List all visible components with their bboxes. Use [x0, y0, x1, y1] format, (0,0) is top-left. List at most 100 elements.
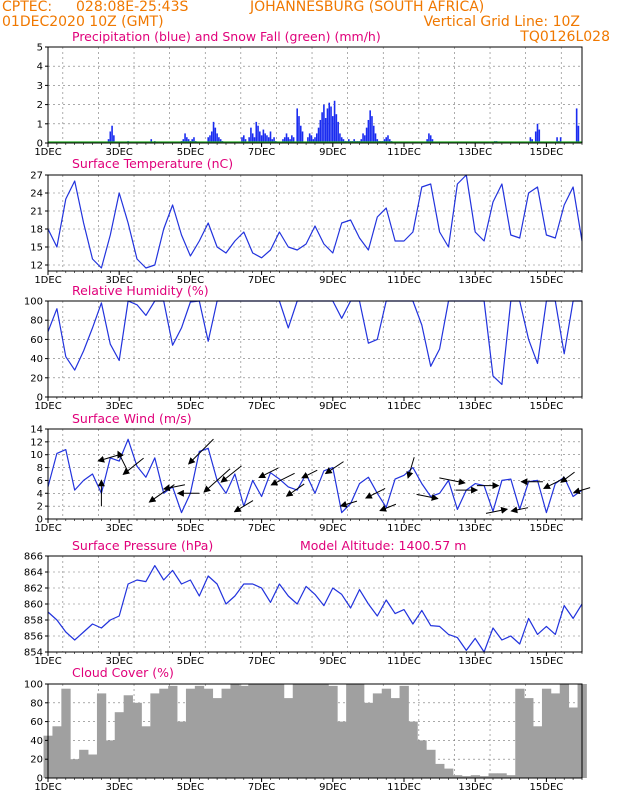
cloud-bar: [79, 749, 89, 778]
cloud-bar: [559, 684, 570, 778]
y-tick-label: 1: [37, 119, 43, 130]
precip-bar: [534, 131, 537, 143]
precip-bar: [113, 135, 115, 143]
precip-bar: [365, 127, 368, 143]
y-tick-label: 866: [24, 552, 43, 563]
precip-bar: [269, 131, 272, 143]
x-tick-label: 1DEC: [34, 523, 61, 534]
precip-bar: [262, 129, 265, 143]
precip-bar: [241, 137, 243, 143]
y-tick-label: 4: [37, 489, 43, 500]
wind-arrow: [233, 500, 254, 513]
y-tick-label: 858: [24, 616, 43, 627]
y-tick-label: 0: [37, 774, 43, 785]
precip-bar: [321, 112, 323, 143]
x-tick-label: 7DEC: [248, 275, 275, 286]
cloud-bar: [141, 726, 151, 778]
precip-bar: [243, 135, 245, 143]
cloud-bar: [52, 726, 62, 778]
x-tick-label: 13DEC: [458, 275, 492, 286]
panel-pressure: Surface Pressure (hPa) Model Altitude: 14…: [24, 538, 583, 667]
precip-bar: [362, 133, 364, 143]
precip-bar: [283, 137, 286, 143]
precip-bar: [250, 127, 252, 143]
precip-bar: [301, 131, 304, 143]
x-tick-label: 9DEC: [319, 147, 346, 158]
wind-arrow: [270, 472, 295, 486]
cloud-bar: [159, 688, 169, 778]
precip-bar: [298, 116, 300, 143]
x-tick-label: 11DEC: [387, 147, 421, 158]
precip-bar: [182, 139, 185, 143]
precip-bar: [577, 125, 580, 143]
precip-bar: [273, 137, 275, 143]
cloud-bar: [185, 688, 196, 778]
precip-bar: [312, 139, 315, 143]
header-location: JOHANNESBURG (SOUTH AFRICA): [250, 0, 485, 15]
precip-bar: [266, 135, 268, 143]
wind-arrow: [485, 506, 509, 514]
wind-arrow: [510, 506, 529, 514]
precip-bar: [285, 133, 288, 143]
panel-cloud: Cloud Cover (%) 0 20 40 60 80 100 1DEC 3DEC 5DEC 7…: [24, 665, 587, 793]
precip-bar: [191, 139, 193, 143]
precip-bar: [333, 100, 336, 143]
header-init-time: 01DEC2020 10Z (GMT): [2, 14, 164, 30]
header-coords: 028:08E-25:43S: [76, 0, 189, 15]
cloud-bar: [292, 684, 303, 778]
x-tick-label: 11DEC: [387, 656, 421, 667]
y-tick-label: 0: [37, 139, 43, 150]
precip-bar: [431, 139, 434, 143]
cloud-bar: [328, 685, 338, 778]
wind-arrow: [379, 503, 397, 512]
precip-bar: [210, 131, 213, 143]
cloud-bar: [239, 685, 249, 778]
precip-bar: [267, 137, 270, 143]
cloud-bar: [319, 684, 329, 778]
precip-bar: [308, 133, 311, 143]
cloud-bar: [452, 775, 463, 778]
wind-arrow: [203, 468, 231, 493]
precip-bar: [335, 114, 338, 143]
x-tick-label: 5DEC: [177, 275, 204, 286]
precip-bar: [340, 137, 343, 143]
precip-bar: [556, 137, 558, 143]
panel-title-pressure: Surface Pressure (hPa): [72, 538, 213, 553]
precip-bar: [111, 125, 113, 143]
y-tick-label: 40: [30, 736, 43, 747]
precip-bar: [214, 127, 217, 143]
panel-title-cloud: Cloud Cover (%): [72, 665, 174, 680]
precip-bar: [282, 139, 284, 143]
cloud-bar: [444, 768, 454, 778]
precip-bar: [360, 139, 363, 143]
cloud-bar: [470, 775, 481, 778]
precip-bar: [315, 133, 318, 143]
y-tick-label: 20: [30, 755, 43, 766]
wind-arrow: [560, 471, 575, 483]
header-source: CPTEC:: [2, 0, 53, 15]
cloud-bar: [417, 740, 427, 778]
cloud-bar: [274, 684, 285, 778]
precip-bar: [216, 133, 218, 143]
precip-bar: [207, 137, 209, 143]
panel-title-humidity: Relative Humidity (%): [72, 283, 209, 298]
cloud-bar: [497, 773, 507, 778]
x-tick-label: 13DEC: [458, 523, 492, 534]
x-tick-label: 7DEC: [248, 401, 275, 412]
x-tick-label: 5DEC: [177, 523, 204, 534]
precip-bar: [187, 139, 190, 143]
cloud-bar: [372, 693, 383, 778]
y-tick-label: 4: [37, 62, 43, 73]
cloud-bar: [168, 685, 178, 778]
cloud-bar: [88, 754, 98, 778]
series-line-temperature: [47, 174, 583, 269]
x-tick-label: 9DEC: [319, 401, 346, 412]
x-tick-label: 3DEC: [106, 523, 133, 534]
panel-title-wind: Surface Wind (m/s): [72, 411, 192, 426]
cloud-bar: [221, 688, 231, 778]
precip-bar: [330, 106, 332, 143]
cloud-bar: [541, 688, 552, 778]
cloud-bar: [257, 684, 267, 778]
y-tick-label: 80: [30, 316, 43, 327]
y-tick-label: 14: [30, 425, 43, 436]
